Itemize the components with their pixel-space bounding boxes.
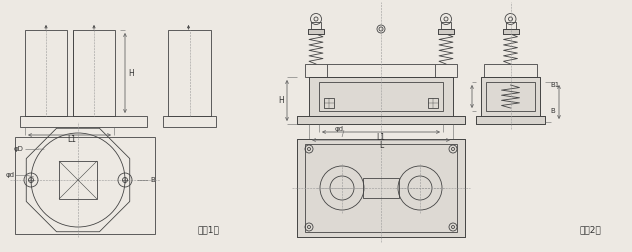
Bar [363,178,399,198]
Bar [297,116,465,124]
Bar [428,98,438,108]
Bar [506,22,516,29]
Text: L1: L1 [67,136,76,144]
Bar [441,22,451,29]
Text: 图（1）: 图（1） [197,226,219,235]
Text: 图（2）: 图（2） [579,226,601,235]
Text: φd: φd [334,126,344,132]
Text: φd: φd [6,172,15,178]
Bar [15,137,155,234]
Bar [438,29,454,34]
Bar [305,64,327,77]
Bar [502,29,518,34]
Bar [476,116,545,124]
Bar [484,64,537,77]
Text: B: B [150,177,155,183]
Bar [502,29,518,34]
Bar [297,139,465,237]
Bar [25,30,67,116]
Bar [476,116,545,124]
Bar [297,116,465,124]
Bar [486,82,535,111]
Text: φD: φD [14,146,24,152]
Bar [308,29,324,34]
Text: B1: B1 [550,82,559,88]
Bar [309,77,453,116]
Text: B: B [550,108,556,114]
Text: L1: L1 [377,133,386,142]
Bar [311,22,321,29]
Text: H: H [278,96,284,105]
Text: L: L [379,141,383,149]
Bar [297,139,465,237]
Bar [481,77,540,116]
Bar [438,29,454,34]
Bar [309,77,453,116]
Bar [168,30,211,116]
Bar [163,116,216,127]
Text: H: H [128,69,134,78]
Bar [319,82,443,111]
Bar [73,30,115,116]
Bar [59,161,97,199]
Bar [435,64,457,77]
Bar [308,29,324,34]
Bar [20,116,147,127]
Bar [305,144,457,232]
Bar [324,98,334,108]
Bar [481,77,540,116]
